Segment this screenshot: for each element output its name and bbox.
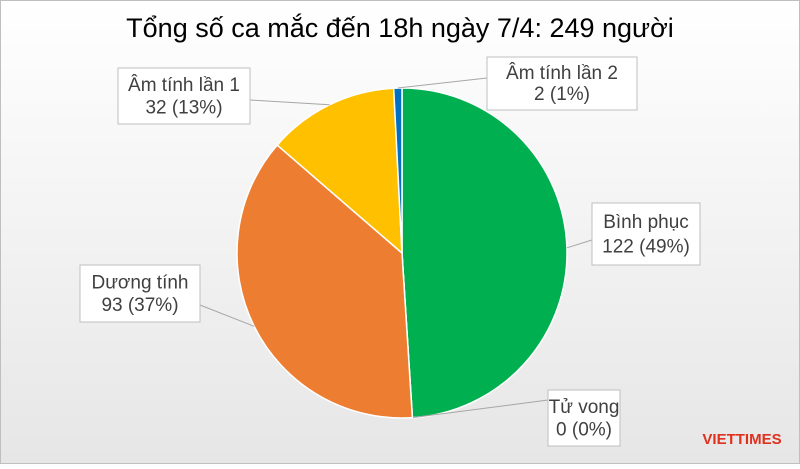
label-box xyxy=(591,202,701,266)
data-label-name: Dương tính xyxy=(91,272,188,293)
leader-line xyxy=(249,99,330,106)
data-label-value: 32 (13%) xyxy=(145,97,222,118)
data-label-value: 2 (1%) xyxy=(534,84,590,105)
label-box xyxy=(486,56,638,111)
data-label-value: 122 (49%) xyxy=(602,237,690,258)
label-box xyxy=(117,67,251,125)
pie-slice xyxy=(236,144,414,419)
leader-line xyxy=(397,77,488,89)
data-label-name: Bình phục xyxy=(603,212,689,233)
pie-slice xyxy=(276,87,403,255)
data-label-value: 0 (0%) xyxy=(556,419,612,440)
leader-line xyxy=(199,304,255,327)
data-label-value: 93 (37%) xyxy=(101,295,178,316)
chart-title: Tổng số ca mắc đến 18h ngày 7/4: 249 ngư… xyxy=(126,12,674,43)
watermark: VIETTIMES xyxy=(702,431,781,448)
data-label-name: Âm tính lần 2 xyxy=(506,62,618,84)
leader-line xyxy=(412,399,549,419)
data-label-name: Tử vong xyxy=(549,397,620,418)
data-label-name: Âm tính lần 1 xyxy=(128,74,240,96)
label-box xyxy=(547,389,621,447)
label-box xyxy=(79,264,201,323)
leader-line xyxy=(566,239,593,249)
